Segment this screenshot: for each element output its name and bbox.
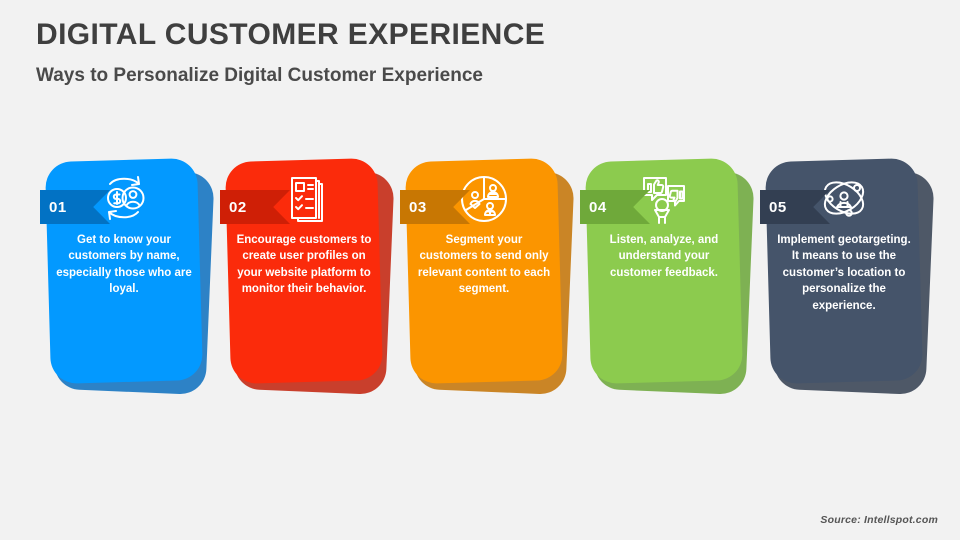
card-05-text: Implement geotargeting. It means to use …: [777, 234, 911, 312]
card-05-number: 05: [769, 198, 787, 216]
card-04[interactable]: 04 Listen, analyze, and understand your …: [585, 157, 755, 405]
card-04-text: Listen, analyze, and understand your cus…: [609, 234, 719, 279]
card-02[interactable]: 02 Encourage customers to create user pr…: [225, 157, 395, 405]
card-02-text: Encourage customers to create user profi…: [236, 234, 372, 296]
page-subtitle: Ways to Personalize Digital Customer Exp…: [36, 64, 483, 86]
geotargeting-network-icon: [768, 172, 920, 224]
card-05-body[interactable]: 05 Implement geotargeting. It means to u…: [765, 157, 924, 385]
card-04-body[interactable]: 04 Listen, analyze, and understand your …: [585, 157, 744, 385]
source-credit: Source: Intellspot.com: [820, 514, 938, 526]
slide-header: DIGITAL CUSTOMER EXPERIENCE Ways to Pers…: [36, 18, 916, 87]
page-title: DIGITAL CUSTOMER EXPERIENCE: [36, 18, 546, 51]
feedback-thumbs-icon: [588, 172, 740, 226]
card-02-body[interactable]: 02 Encourage customers to create user pr…: [225, 157, 384, 385]
card-01-text: Get to know your customers by name, espe…: [56, 234, 192, 296]
card-05[interactable]: 05 Implement geotargeting. It means to u…: [765, 157, 935, 405]
card-04-number: 04: [589, 198, 607, 216]
card-01[interactable]: 01 Get to know your customers by name, e…: [45, 157, 215, 405]
card-03-text: Segment your customers to send only rele…: [417, 234, 551, 296]
money-customer-cycle-icon: [48, 172, 200, 224]
pie-segments-people-icon: [408, 172, 560, 226]
card-03[interactable]: 03 Segment your customers to send only r…: [405, 157, 575, 405]
card-03-body[interactable]: 03 Segment your customers to send only r…: [405, 157, 564, 385]
checklist-document-icon: [228, 172, 380, 224]
cards-row: 01 Get to know your customers by name, e…: [40, 157, 935, 405]
card-01-number: 01: [49, 198, 67, 216]
card-01-body[interactable]: 01 Get to know your customers by name, e…: [45, 157, 204, 385]
card-03-number: 03: [409, 198, 427, 216]
card-02-number: 02: [229, 198, 247, 216]
